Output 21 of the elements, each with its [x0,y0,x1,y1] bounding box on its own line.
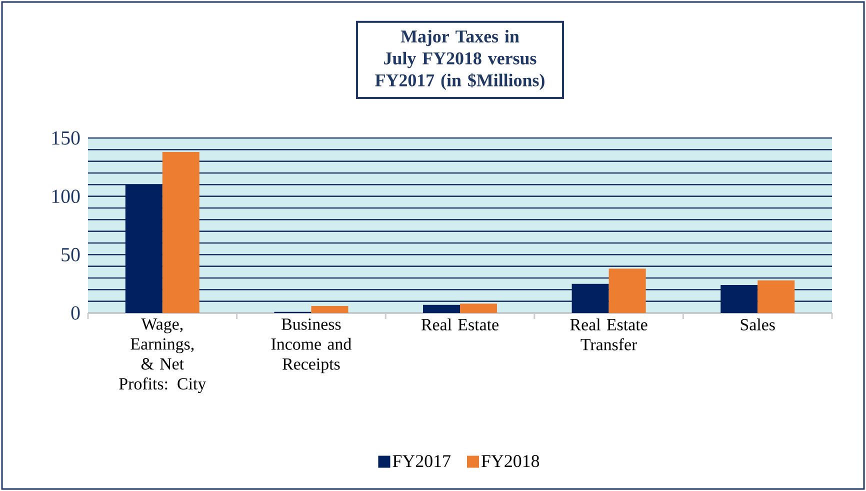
bar [423,304,460,313]
chart-title: Major Taxes in July FY2018 versus FY2017 (in $Millions) [375,30,544,90]
y-tick-label: 100 [52,190,80,204]
x-tick-label: Sales [740,318,775,330]
x-tick-label: Real Estate [421,318,498,330]
bar [125,184,162,313]
legend-label: FY2017 [392,455,450,468]
bar [460,304,498,313]
bar [608,268,646,313]
bar [758,280,795,313]
bar [311,306,348,313]
y-tick-label: 50 [62,248,80,262]
y-tick-label: 0 [71,306,80,320]
legend-label: FY2018 [482,455,540,468]
x-tick-label: Real Estate Transfer [570,318,648,350]
x-tick-label: Business Income and Receipts [271,318,352,374]
y-tick-label: 150 [52,131,80,145]
bar [162,152,200,313]
bar [572,284,609,313]
x-tick-label: Wage, Earnings, & Net Profits: City [119,318,206,394]
bar [720,284,758,313]
